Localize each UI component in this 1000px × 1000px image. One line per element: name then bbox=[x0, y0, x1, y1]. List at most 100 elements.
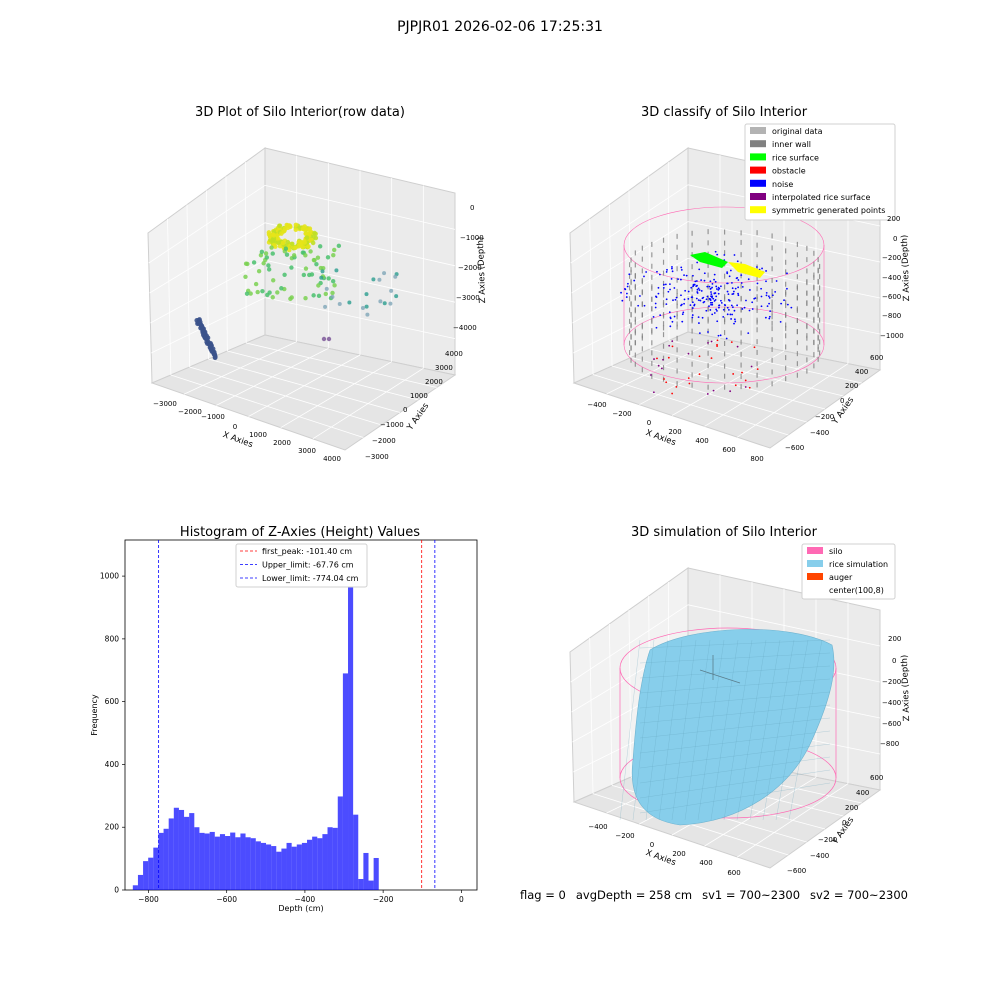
cls-noise-point bbox=[709, 288, 712, 290]
cls-noise-point bbox=[669, 288, 671, 291]
cls-noise-point bbox=[729, 313, 732, 316]
sim-z-ticks: 200 0 −200 −400 −600 −800 bbox=[880, 635, 901, 748]
raw-point bbox=[318, 244, 323, 249]
raw-point bbox=[326, 336, 332, 342]
cls-noise-point bbox=[684, 289, 687, 292]
raw-point bbox=[291, 253, 297, 258]
cls-wall-point bbox=[796, 317, 798, 323]
hist-bar bbox=[363, 852, 369, 890]
cls-noise-point bbox=[665, 381, 668, 384]
cls-legend-swatch bbox=[750, 127, 766, 134]
grid-line bbox=[608, 204, 613, 367]
cls-noise-point bbox=[639, 295, 641, 297]
cls-wall-point bbox=[676, 314, 678, 320]
cls-wall-point bbox=[771, 357, 773, 363]
raw-point bbox=[255, 289, 260, 295]
cls-legend-box bbox=[744, 123, 896, 221]
cls-noise-point bbox=[674, 298, 677, 301]
sim-x-tick: 400 bbox=[699, 859, 712, 867]
raw-point bbox=[302, 240, 307, 245]
cls-noise-point bbox=[667, 290, 670, 293]
cls-wall-point bbox=[771, 314, 773, 320]
cls-noise-point bbox=[717, 334, 720, 337]
cls-wall-point bbox=[740, 296, 742, 302]
cls-wall-point bbox=[796, 340, 798, 346]
cls-noise-point bbox=[734, 384, 737, 387]
cls-noise-point bbox=[722, 316, 725, 318]
cls-wall-point bbox=[634, 283, 636, 289]
cls-noise-point bbox=[710, 291, 712, 293]
cls-wall-point bbox=[819, 350, 821, 356]
raw-point bbox=[371, 277, 376, 282]
cls-wall-point bbox=[817, 334, 819, 340]
hist-y-tick-label: 0 bbox=[114, 886, 119, 895]
raw-points bbox=[194, 222, 399, 361]
cls-wall-point bbox=[662, 259, 665, 265]
cls-noise-point bbox=[741, 371, 743, 374]
cls-wall-point bbox=[785, 259, 787, 265]
cls-wall-point bbox=[691, 297, 693, 303]
raw-point bbox=[303, 253, 308, 258]
hist-bar bbox=[296, 844, 302, 890]
cls-wall-point bbox=[740, 384, 742, 390]
cls-wall-point bbox=[771, 299, 773, 305]
sim-mesh-line bbox=[697, 639, 725, 821]
cls-wall-point bbox=[691, 328, 693, 334]
cls-wall-point bbox=[630, 334, 632, 340]
cls-noise-point bbox=[663, 378, 665, 380]
cls-x-ticks: −400 −200 0 200 400 600 800 bbox=[587, 401, 763, 463]
cls-noise-point bbox=[710, 340, 713, 343]
cls-wall-point bbox=[724, 340, 726, 346]
cls-noise-point bbox=[626, 292, 628, 295]
cls-noise-point bbox=[691, 316, 694, 319]
cls-noise-point bbox=[728, 275, 731, 278]
cls-wall-point bbox=[676, 233, 678, 239]
cls-wall-point bbox=[691, 382, 693, 388]
cls-noise-point bbox=[753, 346, 756, 349]
cls-wall-point bbox=[691, 361, 693, 367]
cls-noise-point bbox=[709, 301, 712, 304]
cls-noise-point bbox=[692, 285, 695, 288]
cls-wall-point bbox=[676, 303, 678, 309]
raw-point bbox=[382, 271, 387, 276]
cls-noise-point bbox=[708, 305, 710, 307]
raw-point bbox=[285, 239, 291, 245]
cls-noise-point bbox=[712, 389, 715, 392]
cls-noise-point bbox=[645, 271, 648, 273]
cls-y-tick: −600 bbox=[785, 444, 804, 452]
cls-wall-point bbox=[785, 325, 787, 331]
raw-point bbox=[293, 222, 299, 228]
cls-noise-point bbox=[702, 301, 705, 304]
cls-noise-point bbox=[669, 325, 672, 328]
cls-noise-point bbox=[668, 311, 671, 314]
cls-wall-point bbox=[691, 307, 693, 313]
cls-noise-point bbox=[656, 357, 658, 360]
cls-noise-point bbox=[621, 299, 624, 302]
cls-wall-point bbox=[813, 340, 815, 346]
cls-wall-point bbox=[771, 233, 773, 239]
cls-noise-point bbox=[696, 284, 698, 287]
hist-bar bbox=[368, 880, 374, 890]
cls-wall-point bbox=[806, 279, 808, 285]
cls-noise-point bbox=[730, 341, 733, 344]
hist-x-tick-label: −600 bbox=[216, 895, 237, 904]
cls-noise-point bbox=[727, 293, 730, 295]
raw-point bbox=[331, 252, 336, 258]
hist-bar bbox=[317, 838, 323, 890]
cls-wall-point bbox=[813, 250, 815, 256]
raw-point bbox=[323, 304, 328, 309]
cls-noise-point bbox=[700, 279, 703, 281]
raw-point bbox=[270, 251, 275, 256]
sim-mesh-line bbox=[639, 704, 831, 724]
cls-wall-point bbox=[691, 264, 693, 270]
cls-noise-point bbox=[716, 253, 719, 256]
cls-wall-point bbox=[740, 362, 742, 368]
cls-noise-point bbox=[633, 279, 636, 282]
sim-z-label: Z Axies (Depth) bbox=[900, 655, 912, 722]
cls-noise-point bbox=[715, 295, 718, 298]
cls-noise-point bbox=[662, 358, 664, 361]
raw-point bbox=[275, 290, 280, 295]
cls-wall-point bbox=[629, 296, 631, 302]
cls-noise-point bbox=[735, 277, 738, 280]
cls-noise-point bbox=[653, 358, 655, 360]
